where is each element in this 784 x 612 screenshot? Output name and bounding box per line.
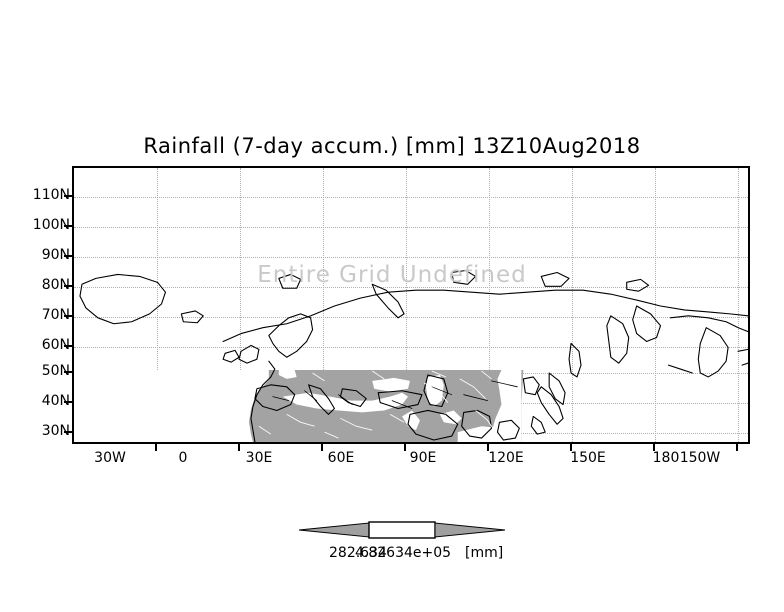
y-tick-label-30n: 30N [41,423,70,439]
y-tick-mark [64,255,72,257]
gridline-horizontal [74,197,748,198]
y-tick-mark [64,401,72,403]
x-tick-label-30w: 30W [94,450,126,466]
gridline-vertical [572,168,573,442]
gridline-horizontal [74,287,748,288]
world-map-graphic [74,269,748,442]
y-tick-mark [64,225,72,227]
y-tick-label-110n: 110N [32,187,70,203]
x-tick-label-90e: 90E [409,450,437,466]
y-tick-mark [64,315,72,317]
colorbar-max-label: 4.82634e+05 [355,545,452,561]
colorbar-left-arrow [298,522,370,538]
x-tick-mark [487,444,489,451]
x-tick-mark [736,444,738,451]
gridline-horizontal [74,347,748,348]
gridline-vertical [240,168,241,442]
gridline-vertical [489,168,490,442]
colorbar-graphic [298,521,506,539]
gridline-vertical [406,168,407,442]
gridline-horizontal [74,317,748,318]
colorbar-min-label: 282.634 [329,545,387,561]
page-title: Rainfall (7-day accum.) [mm] 13Z10Aug201… [143,134,641,158]
gridline-vertical [323,168,324,442]
x-tick-label-180: 180 [652,450,680,466]
x-tick-mark [238,444,240,451]
gridline-vertical [157,168,158,442]
x-tick-label-150w: 150W [679,450,721,466]
y-tick-label-40n: 40N [41,393,70,409]
y-tick-label-90n: 90N [41,247,70,263]
map-plot-frame [72,166,750,444]
x-tick-mark [653,444,655,451]
x-tick-label-60e: 60E [327,450,355,466]
y-tick-label-60n: 60N [41,337,70,353]
x-tick-mark [155,444,157,451]
x-tick-mark [570,444,572,451]
gridline-vertical [738,168,739,442]
y-tick-mark [64,371,72,373]
gridline-horizontal [74,257,748,258]
y-tick-mark [64,431,72,433]
y-tick-label-70n: 70N [41,307,70,323]
x-tick-mark [321,444,323,451]
map-plot-area [74,168,748,442]
x-tick-label-150e: 150E [570,450,606,466]
y-tick-mark [64,285,72,287]
y-tick-label-50n: 50N [41,363,70,379]
colorbar: 282.634 4.82634e+05 [mm] [297,516,507,562]
y-tick-label-80n: 80N [41,277,70,293]
y-tick-mark [64,345,72,347]
x-tick-label-30e: 30E [245,450,273,466]
colorbar-center-box [368,521,436,539]
y-tick-mark [64,195,72,197]
colorbar-units-label: [mm] [465,545,504,561]
y-tick-label-100n: 100N [32,217,70,233]
x-tick-mark [404,444,406,451]
x-tick-label-0: 0 [178,450,188,466]
colorbar-right-arrow [434,522,506,538]
x-tick-label-120e: 120E [488,450,524,466]
gridline-horizontal [74,227,748,228]
